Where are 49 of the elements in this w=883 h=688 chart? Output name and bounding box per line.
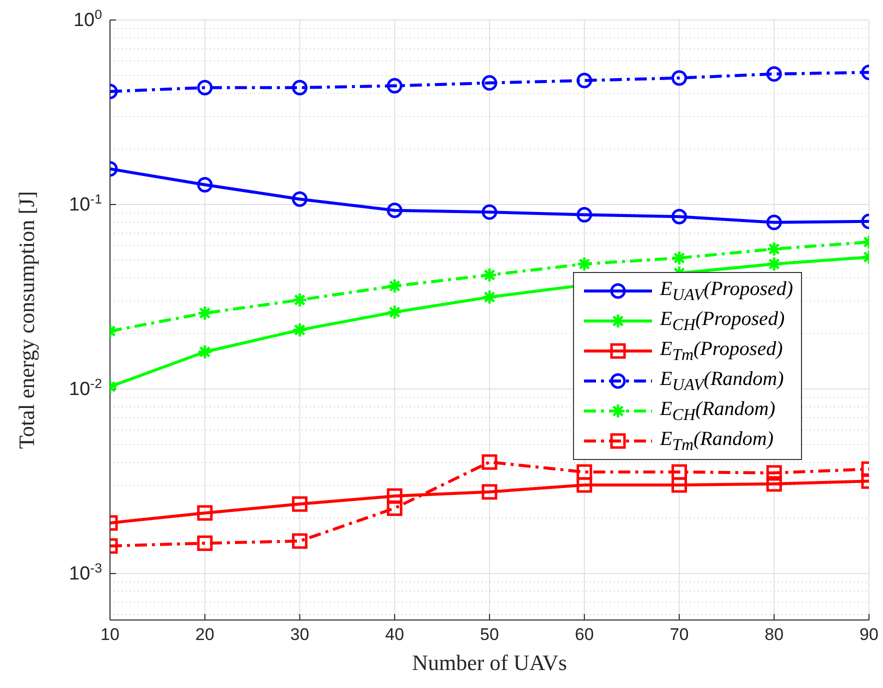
x-tick-label: 30 — [290, 625, 310, 644]
point — [292, 80, 308, 96]
point — [672, 70, 687, 86]
legend-label: E$_{Tm}$(Random) — [660, 428, 774, 454]
point — [576, 207, 592, 223]
point — [672, 477, 687, 493]
point — [576, 464, 592, 480]
legend-label: E$_{UAV}$(Proposed) — [660, 278, 794, 304]
x-tick-label: 60 — [574, 625, 594, 644]
point — [386, 202, 402, 218]
point — [197, 535, 213, 551]
y-tick-label: 10$^{-2}$ — [69, 376, 102, 400]
x-tick-label: 50 — [480, 625, 499, 644]
y-tick-label: 10$^{0}$ — [73, 6, 102, 31]
point — [386, 78, 402, 94]
point — [197, 80, 213, 96]
legend-label: E$_{CH}$(Proposed) — [660, 308, 785, 334]
point — [672, 464, 687, 480]
point — [292, 191, 308, 207]
point — [482, 75, 498, 91]
point — [482, 484, 498, 500]
x-axis-title: Number of UAVs — [412, 650, 567, 675]
point — [386, 500, 402, 516]
x-tick-label: 80 — [764, 625, 784, 644]
legend-label: E$_{CH}$(Random) — [660, 398, 776, 424]
x-tick-label: 20 — [195, 625, 214, 644]
point — [292, 533, 308, 549]
x-tick-label: 70 — [670, 625, 689, 644]
legend-label: E$_{UAV}$(Random) — [660, 368, 784, 394]
x-tick-label: 10 — [100, 625, 120, 644]
x-tick-label: 90 — [860, 625, 878, 644]
y-tick-label: 10$^{-1}$ — [69, 191, 102, 216]
point — [197, 176, 213, 192]
point — [766, 214, 782, 230]
point — [292, 496, 308, 512]
x-tick-label: 40 — [385, 625, 404, 644]
point — [766, 66, 782, 82]
point — [482, 454, 498, 470]
point — [766, 465, 782, 481]
point — [482, 204, 498, 220]
y-tick-label: 10$^{-3}$ — [69, 560, 102, 585]
point — [197, 505, 213, 521]
point — [576, 72, 592, 88]
point — [386, 488, 402, 504]
point — [766, 476, 782, 492]
y-axis-title: Total energy consumption [J] — [14, 191, 39, 449]
point — [576, 477, 592, 493]
point — [672, 208, 687, 224]
legend-label: E$_{Tm}$(Proposed) — [660, 338, 783, 364]
